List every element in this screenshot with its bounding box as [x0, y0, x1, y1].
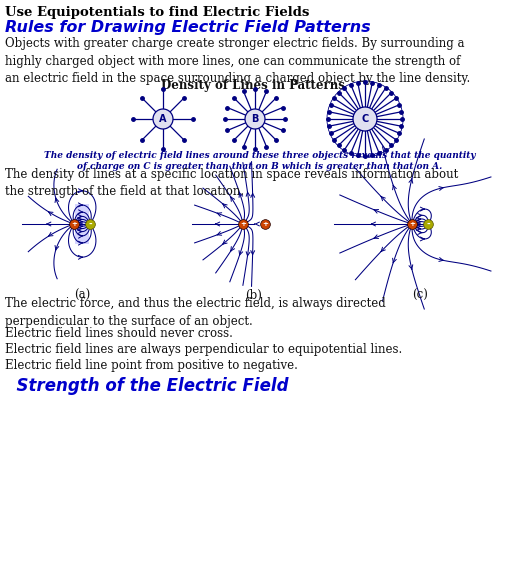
Text: +: + — [409, 221, 415, 227]
Polygon shape — [75, 204, 89, 244]
Text: Use Equipotentials to find Electric Fields: Use Equipotentials to find Electric Fiel… — [5, 6, 309, 19]
Text: The electric force, and thus the electric field, is always directed
perpendicula: The electric force, and thus the electri… — [5, 297, 386, 328]
Text: (a): (a) — [74, 289, 90, 302]
Text: +: + — [240, 221, 246, 227]
Text: The density of electric field lines around these three objects reveals that the : The density of electric field lines arou… — [44, 151, 476, 171]
Text: Density of Lines in Patterns: Density of Lines in Patterns — [161, 79, 345, 92]
Text: -: - — [88, 219, 92, 229]
Text: A: A — [159, 114, 167, 124]
Text: C: C — [361, 114, 369, 124]
Text: Rules for Drawing Electric Field Patterns: Rules for Drawing Electric Field Pattern… — [5, 20, 371, 35]
Text: Electric field lines should never cross.: Electric field lines should never cross. — [5, 327, 233, 340]
Text: +: + — [262, 221, 268, 227]
Text: The density of lines at a specific location in space reveals information about
t: The density of lines at a specific locat… — [5, 168, 458, 198]
Circle shape — [153, 109, 173, 129]
Text: -: - — [426, 219, 430, 229]
Text: Objects with greater charge create stronger electric fields. By surrounding a
hi: Objects with greater charge create stron… — [5, 37, 470, 85]
Text: B: B — [251, 114, 259, 124]
Text: Electric field line point from positive to negative.: Electric field line point from positive … — [5, 359, 298, 372]
Text: Electric field lines are always perpendicular to equipotential lines.: Electric field lines are always perpendi… — [5, 343, 402, 356]
Circle shape — [245, 109, 265, 129]
Text: +: + — [71, 221, 77, 227]
Text: Strength of the Electric Field: Strength of the Electric Field — [5, 377, 288, 395]
Circle shape — [353, 107, 377, 131]
Text: (c): (c) — [412, 289, 428, 302]
Text: (b): (b) — [245, 289, 263, 302]
